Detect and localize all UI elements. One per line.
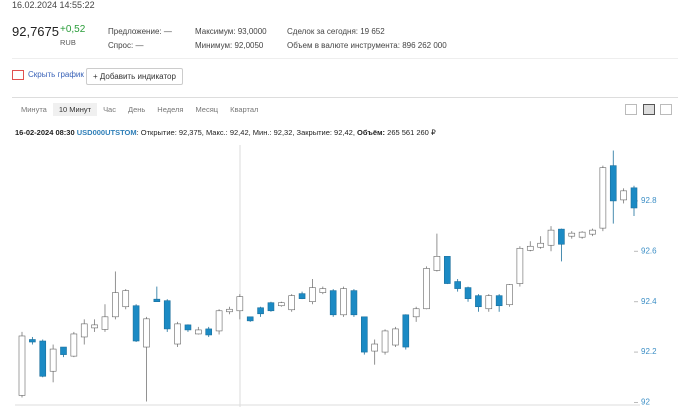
info-volume: 265 561 260 ₽ [385, 128, 436, 137]
y-tick-label: 92 [641, 398, 650, 407]
currency: RUB [60, 38, 76, 47]
min: Минимум: 92,0050 [195, 41, 264, 50]
info-ticker: USD000UTSTOM [76, 128, 137, 137]
candle-body [153, 298, 161, 302]
candle-body [620, 190, 627, 201]
y-tick-label: 92.4 [641, 297, 657, 306]
candle-body [174, 323, 181, 345]
tab[interactable]: Квартал [230, 105, 259, 114]
y-tick-label: 92.2 [641, 347, 657, 356]
candle-body [402, 314, 410, 348]
tab[interactable]: Неделя [157, 105, 184, 114]
candle-body [101, 316, 109, 330]
candle-body [226, 308, 233, 313]
candle-body [205, 328, 213, 336]
add-indicator[interactable]: + Добавить индикатор [86, 68, 183, 85]
tab[interactable]: День [127, 105, 146, 114]
candle-body [589, 229, 596, 235]
divider [12, 58, 678, 59]
candle-body [381, 330, 389, 353]
candle-body [132, 305, 140, 342]
candle-body [319, 288, 327, 293]
candle-body [568, 232, 576, 237]
info-volume-label: Объём: [357, 128, 386, 137]
candle-body [558, 228, 565, 245]
candle-body [60, 346, 67, 355]
hide-chart[interactable]: Скрыть график [28, 70, 84, 79]
candle-body [257, 307, 264, 315]
info-time: 16-02-2024 08:30 [15, 128, 75, 137]
candle-body [443, 256, 451, 284]
deals: Сделок за сегодня: 19 652 [287, 27, 385, 36]
offer: Предложение: — [108, 27, 172, 36]
max: Максимум: 93,0000 [195, 27, 267, 36]
change: +0,52 [60, 24, 86, 35]
candle-body [578, 231, 586, 238]
candle-body [547, 229, 555, 246]
bar-icon[interactable] [660, 104, 672, 115]
demand: Спрос: — [108, 41, 144, 50]
info-line: 16-02-2024 08:30 USD000UTSTOM: Открытие:… [15, 128, 436, 137]
candle-body [433, 256, 441, 271]
candle-body [39, 340, 47, 377]
candle-body [495, 295, 503, 307]
line-icon[interactable] [625, 104, 637, 115]
candle-body [288, 295, 295, 311]
candle-body [18, 335, 26, 396]
candle-body [246, 316, 254, 322]
candle-body [122, 290, 130, 308]
tab[interactable]: Месяц [195, 105, 219, 114]
price: 92,7675 [12, 24, 59, 39]
candle-body [340, 288, 347, 316]
candle-body [112, 292, 119, 318]
candle-body [143, 318, 150, 348]
candle-body [91, 324, 98, 329]
tab[interactable]: Час [103, 105, 116, 114]
candle-body [371, 343, 378, 352]
candle-body [267, 302, 275, 312]
info-text: : Открытие: 92,375, Макс.: 92,42, Мин.: … [136, 128, 357, 137]
candle-body [309, 287, 316, 302]
candle-body [298, 293, 306, 299]
candle-body [506, 284, 513, 306]
candle-body [516, 247, 524, 284]
candle-body [195, 329, 202, 335]
y-tick-label: 92.6 [641, 246, 657, 255]
candle-body [630, 187, 638, 209]
y-tick-label: 92.8 [641, 196, 657, 205]
candle-body [329, 290, 337, 316]
candle-body [350, 290, 358, 316]
candle-body [454, 281, 461, 289]
candle-body [599, 167, 607, 229]
candle-body [464, 287, 472, 299]
candle-body [215, 310, 223, 332]
candle-body [423, 268, 430, 310]
tab[interactable]: Минута [21, 105, 47, 114]
candle-body [163, 300, 171, 330]
candle-body [29, 339, 36, 343]
volume: Объем в валюте инструмента: 896 262 000 [287, 41, 447, 50]
chart-icon [12, 70, 24, 80]
candle-body [236, 296, 244, 312]
candle-body [392, 328, 399, 346]
candle-body [412, 308, 420, 318]
tabs: Минута 10 Минут Час День Неделя Месяц Квартал [15, 103, 264, 116]
candle-body [609, 165, 617, 202]
candle-body [70, 333, 78, 357]
timestamp: 16.02.2024 14:55:22 [12, 0, 95, 10]
candle-icon[interactable] [643, 104, 655, 115]
divider [12, 97, 678, 98]
candle-body [526, 245, 534, 251]
tab[interactable]: 10 Минут [52, 103, 98, 116]
candle-body [184, 324, 192, 331]
candle-body [475, 295, 482, 308]
candle-body [49, 348, 57, 372]
candle-body [485, 295, 493, 310]
candle-body [278, 302, 285, 307]
candle-body [80, 323, 88, 338]
candle-body [361, 316, 368, 353]
candle-body [537, 242, 544, 248]
